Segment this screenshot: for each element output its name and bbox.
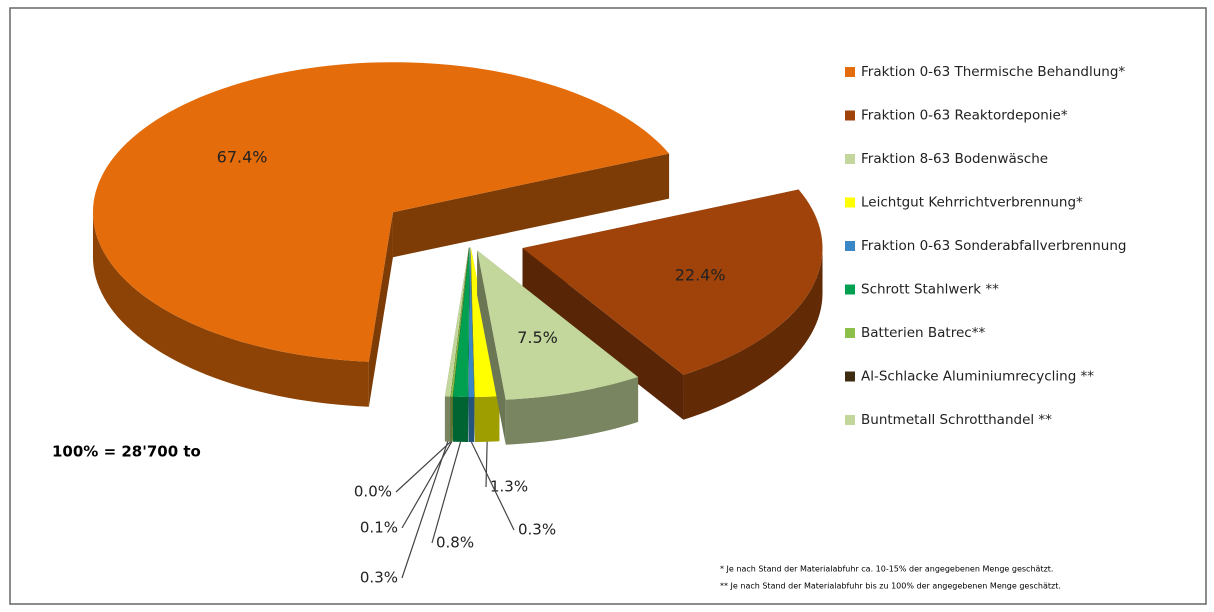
slice [450,246,470,397]
data-label: 0.3% [360,569,398,587]
legend-swatch [845,241,855,251]
annotation: 100% = 28'700 to [52,443,201,461]
data-label: 67.4% [217,147,268,166]
leader-line [401,441,449,579]
leader-line [485,441,488,488]
slice-cut-face [368,212,393,407]
slice-side [92,212,369,407]
legend-swatch [845,154,855,164]
slice-side [474,396,500,442]
slice-side [468,396,475,442]
slice-cut-face [522,248,684,420]
slice [450,246,470,397]
legend-swatch [845,328,855,338]
slice-side [683,248,823,420]
legend-label: Fraktion 0-63 Sonderabfallverbrennung [861,238,1126,254]
footnote: ** Je nach Stand der Materialabfuhr bis … [720,582,1061,591]
legend-label: Al-Schlacke Aluminiumrecycling ** [861,369,1094,385]
legend-label: Batterien Batrec** [861,325,985,341]
legend-swatch [845,371,855,382]
slice [92,62,670,362]
slice [477,250,639,400]
data-label: 0.0% [354,483,392,501]
data-label: 22.4% [675,265,726,284]
legend-label: Fraktion 8-63 Bodenwäsche [861,151,1048,167]
legend-swatch [845,284,855,295]
data-label: 0.3% [518,521,556,539]
leader-line [395,441,452,493]
slice [522,189,823,375]
legend-swatch [845,110,855,121]
footnote: * Je nach Stand der Materialabfuhr ca. 1… [720,565,1053,574]
slice-side [450,396,453,442]
legend-label: Schrott Stahlwerk ** [861,282,999,298]
leader-line [470,441,515,531]
slice [444,246,470,397]
legend-label: Fraktion 0-63 Thermische Behandlung* [861,64,1125,80]
legend-label: Leichtgut Kehrrichtverbrennung* [861,195,1083,211]
slice-side [453,396,469,442]
data-label: 0.1% [360,519,398,537]
slice [453,246,470,397]
slice-cut-face [392,153,670,258]
legend-label: Fraktion 0-63 Reaktordeponie* [861,108,1068,124]
slice-cut-face [477,250,506,445]
legend-swatch [845,67,855,77]
leader-line [431,441,462,544]
legend-swatch [845,415,855,425]
legend-swatch [845,197,855,208]
slice-side [505,376,639,445]
data-label: 1.3% [490,478,528,496]
data-label: 0.8% [436,534,474,552]
legend-label: Buntmetall Schrotthandel ** [861,412,1052,428]
slice-cut-face [468,246,470,442]
slice [468,246,475,397]
data-label: 7.5% [517,328,558,347]
slice-side [444,396,451,442]
